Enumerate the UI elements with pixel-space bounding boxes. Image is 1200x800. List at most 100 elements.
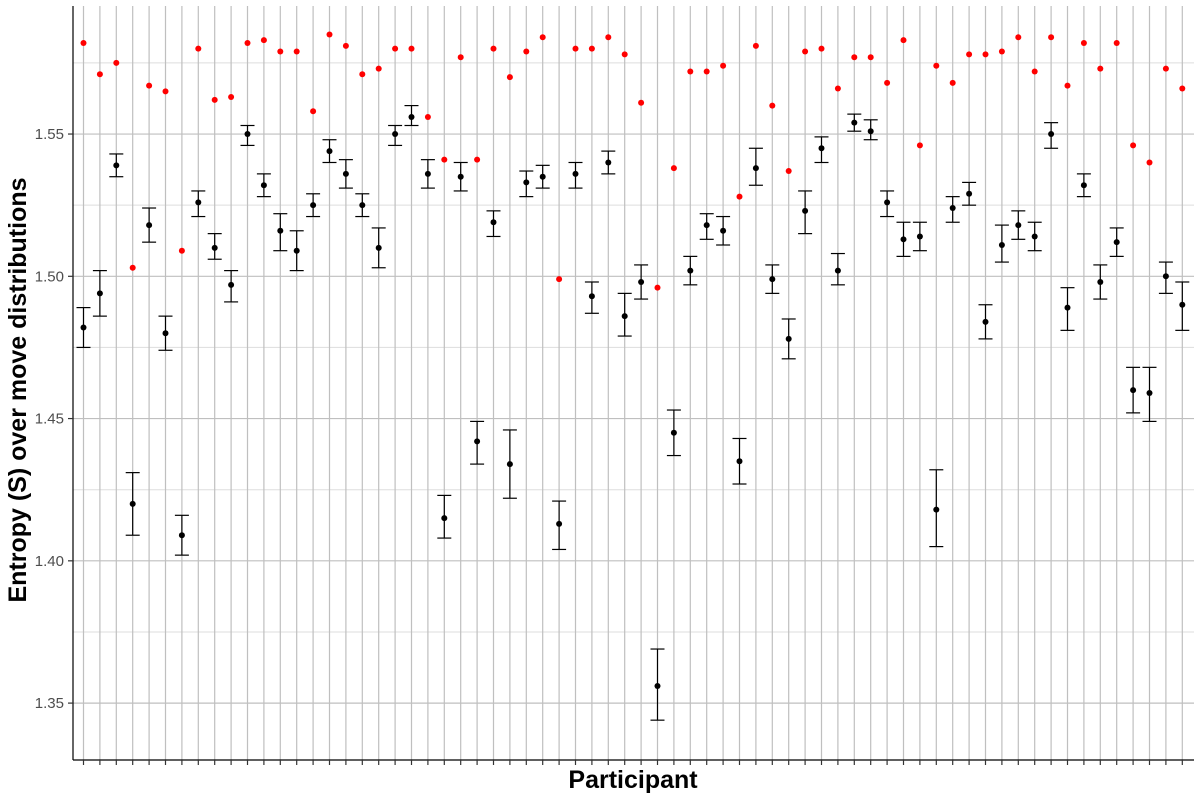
observed-point [998, 48, 1005, 55]
estimate-point [441, 515, 448, 522]
estimate-point [424, 170, 431, 177]
observed-point [638, 99, 645, 106]
estimate-point [572, 170, 579, 177]
estimate-point [113, 162, 120, 169]
observed-point [277, 48, 284, 55]
observed-point [1113, 39, 1120, 46]
observed-point [605, 34, 612, 41]
observed-point [802, 48, 809, 55]
observed-point [769, 102, 776, 109]
estimate-point [1064, 304, 1071, 311]
estimate-point [588, 293, 595, 300]
estimate-point [1097, 278, 1104, 285]
observed-point [96, 71, 103, 78]
observed-point [1179, 85, 1186, 92]
error-bars [76, 104, 1190, 721]
estimate-point [916, 233, 923, 240]
y-axis: 1.35 1.40 1.45 1.50 1.55 [35, 6, 74, 760]
observed-point [785, 168, 792, 175]
observed-point [818, 45, 825, 52]
estimate-point [851, 119, 858, 126]
observed-point [113, 59, 120, 66]
observed-point [982, 51, 989, 58]
observed-point [178, 247, 185, 254]
estimate-point [900, 236, 907, 243]
y-tick-label: 1.40 [35, 553, 64, 570]
estimate-point [556, 520, 563, 527]
observed-point [539, 34, 546, 41]
observed-point [687, 68, 694, 75]
y-tick-label: 1.35 [35, 695, 64, 712]
observed-point [670, 165, 677, 172]
estimate-point [1162, 273, 1169, 280]
observed-point [80, 39, 87, 46]
estimate-point [96, 290, 103, 297]
observed-point [621, 51, 628, 58]
observed-point [1015, 34, 1022, 41]
observed-point [441, 156, 448, 163]
estimate-point [195, 199, 202, 206]
observed-point [588, 45, 595, 52]
observed-point [1097, 65, 1104, 72]
estimate-point [146, 222, 153, 229]
observed-point [949, 79, 956, 86]
y-tick-label: 1.50 [35, 268, 64, 285]
observed-point [244, 39, 251, 46]
y-axis-title: Entropy (S) over move distributions [4, 177, 32, 602]
estimate-point [785, 335, 792, 342]
observed-point [1064, 82, 1071, 89]
estimate-point [408, 113, 415, 120]
observed-point [752, 42, 759, 49]
observed-point [900, 37, 907, 44]
estimate-point [949, 205, 956, 212]
estimate-point [1130, 387, 1137, 394]
estimate-point [867, 128, 874, 135]
estimate-point [80, 324, 87, 331]
estimate-point [228, 281, 235, 288]
observed-point [851, 54, 858, 61]
estimate-point [539, 173, 546, 180]
x-axis-title: Participant [568, 766, 698, 794]
estimate-point [1179, 301, 1186, 308]
observed-point [572, 45, 579, 52]
estimate-point [310, 202, 317, 209]
observed-point [523, 48, 530, 55]
observed-point [884, 79, 891, 86]
observed-point [966, 51, 973, 58]
estimate-point [162, 330, 169, 337]
estimate-point [769, 276, 776, 283]
estimate-points [80, 113, 1186, 690]
estimate-point [998, 242, 1005, 249]
estimate-point [375, 244, 382, 251]
estimate-point [293, 247, 300, 254]
estimate-point [260, 182, 267, 189]
estimate-point [490, 219, 497, 226]
estimate-point [982, 318, 989, 325]
observed-point [195, 45, 202, 52]
observed-point [1080, 39, 1087, 46]
y-tick-label: 1.45 [35, 411, 64, 428]
observed-point [1146, 159, 1153, 166]
observed-point [424, 113, 431, 120]
observed-point [260, 37, 267, 44]
observed-point [490, 45, 497, 52]
observed-point [293, 48, 300, 55]
observed-point [342, 42, 349, 49]
observed-point [703, 68, 710, 75]
estimate-point [392, 131, 399, 138]
x-axis [73, 759, 1194, 765]
y-tick-label: 1.55 [35, 126, 64, 143]
estimate-point [277, 227, 284, 234]
observed-point [146, 82, 153, 89]
estimate-point [1113, 239, 1120, 246]
observed-point [834, 85, 841, 92]
estimate-point [1031, 233, 1038, 240]
estimate-point [605, 159, 612, 166]
estimate-point [670, 429, 677, 436]
estimate-point [474, 438, 481, 445]
observed-point [654, 284, 661, 291]
observed-point [1048, 34, 1055, 41]
grid [73, 6, 1194, 760]
estimate-point [884, 199, 891, 206]
